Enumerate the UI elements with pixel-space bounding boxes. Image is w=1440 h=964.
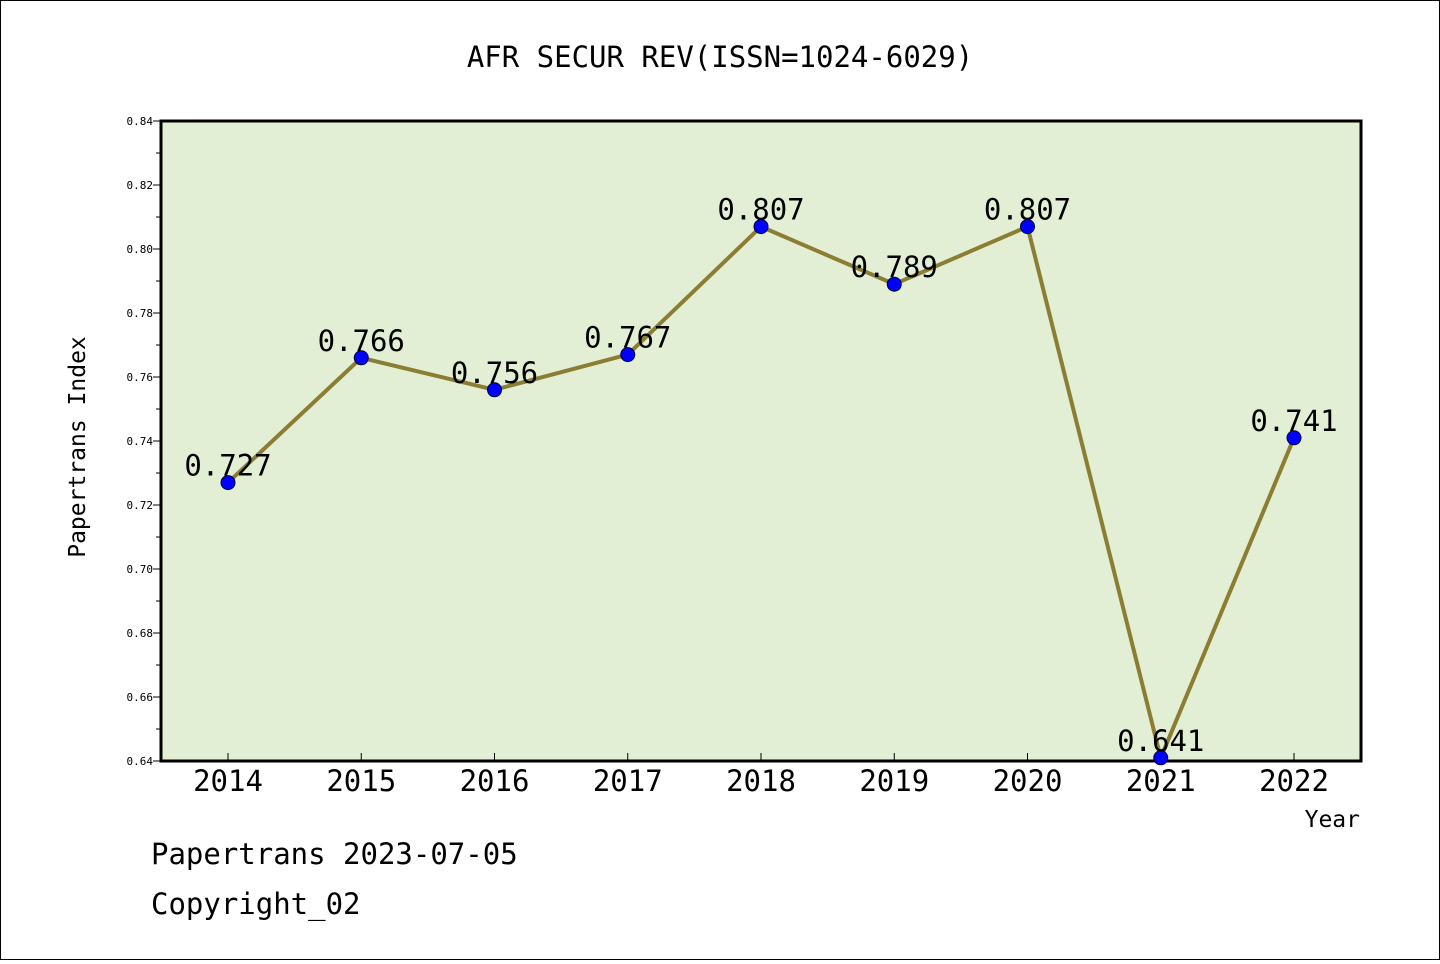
x-tick-label: 2022 [1259, 764, 1329, 798]
footer-date: Papertrans 2023-07-05 [151, 837, 518, 871]
data-label: 0.756 [451, 356, 538, 390]
data-point [753, 219, 769, 235]
series-group [220, 219, 1302, 766]
y-tick-label: 0.82 [127, 179, 154, 192]
data-label: 0.727 [184, 449, 271, 483]
data-point [1286, 430, 1302, 446]
y-tick-label: 0.80 [127, 243, 154, 256]
data-label: 0.807 [717, 193, 804, 227]
y-tick-label: 0.70 [127, 563, 154, 576]
x-tick-label: 2017 [593, 764, 663, 798]
data-label: 0.807 [984, 193, 1071, 227]
data-point [620, 347, 636, 363]
data-point [1020, 219, 1035, 235]
data-labels: 0.727 0.766 0.756 0.767 0.807 0.789 0.807 0.641… [184, 193, 1337, 758]
data-point [353, 350, 369, 366]
x-tick-label: 2020 [993, 764, 1063, 798]
data-point [1153, 750, 1169, 766]
x-tick-label: 2016 [460, 764, 530, 798]
y-tick-label: 0.64 [127, 755, 154, 768]
y-tick-label: 0.84 [127, 115, 154, 128]
x-tick-label: 2018 [726, 764, 796, 798]
data-point [220, 475, 236, 491]
data-label: 0.741 [1250, 404, 1337, 438]
y-tick-label: 0.74 [127, 435, 154, 448]
x-tick-label: 2014 [193, 764, 263, 798]
y-tick-label: 0.68 [127, 627, 154, 640]
y-tick-label: 0.66 [127, 691, 154, 704]
y-tick-label: 0.78 [127, 307, 154, 320]
y-tick-label: 0.72 [127, 499, 154, 512]
y-axis-label: Papertrans Index [65, 336, 91, 558]
data-label: 0.789 [851, 250, 938, 284]
footer-copyright: Copyright_02 [151, 887, 361, 921]
x-axis-label: Year [1305, 807, 1360, 833]
data-label: 0.641 [1117, 724, 1204, 758]
chart-title: AFR SECUR REV(ISSN=1024-6029) [467, 40, 973, 74]
y-axis: 0.64 0.66 0.68 0.70 0.72 0.74 0.76 0.78 0.80 0.82… [127, 115, 161, 768]
x-tick-label: 2021 [1126, 764, 1196, 798]
x-axis: 2014 2015 2016 2017 2018 2019 2020 2021 2022 [193, 753, 1329, 798]
data-label: 0.767 [584, 321, 671, 355]
data-point [886, 276, 902, 292]
y-tick-label: 0.76 [127, 371, 154, 384]
data-label: 0.766 [318, 324, 405, 358]
x-tick-label: 2019 [859, 764, 929, 798]
x-tick-label: 2015 [326, 764, 396, 798]
data-point [487, 382, 502, 398]
